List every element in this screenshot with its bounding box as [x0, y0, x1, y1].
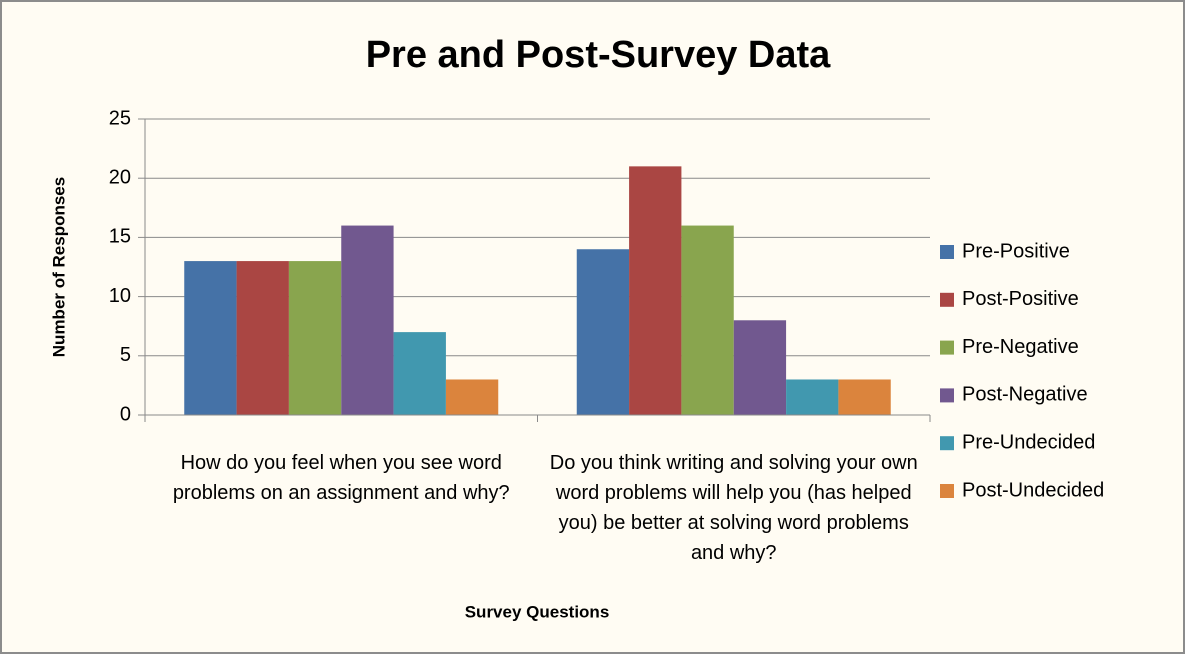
legend-swatch — [940, 245, 954, 259]
legend-swatch — [940, 340, 954, 355]
legend-label: Post-Positive — [962, 288, 1079, 310]
y-tick-label: 10 — [109, 285, 131, 307]
legend-label: Pre-Positive — [962, 240, 1070, 262]
legend-swatch — [940, 388, 954, 403]
bar — [236, 261, 289, 415]
legend-label: Post-Undecided — [962, 479, 1104, 501]
legend-label: Pre-Undecided — [962, 431, 1095, 453]
chart-title: Pre and Post-Survey Data — [366, 34, 831, 76]
bar — [288, 261, 342, 415]
y-tick-label: 20 — [109, 166, 131, 188]
bar — [393, 332, 446, 415]
legend-swatch — [940, 484, 954, 498]
legend-label: Post-Negative — [962, 384, 1088, 406]
y-axis-title: Number of Responses — [49, 177, 68, 357]
legend-label: Pre-Negative — [962, 336, 1079, 358]
y-tick-label: 25 — [109, 107, 131, 129]
y-tick-label: 15 — [109, 226, 131, 248]
legend-swatch — [940, 292, 954, 307]
x-tick-label: Do you think writing and solving your ow… — [549, 452, 918, 564]
bar — [445, 379, 499, 415]
x-axis-title: Survey Questions — [465, 602, 610, 621]
bar — [341, 225, 394, 415]
bar — [786, 379, 839, 415]
bar — [629, 166, 682, 415]
bar — [184, 261, 237, 415]
y-tick-label: 0 — [120, 403, 131, 425]
bar — [576, 249, 630, 415]
y-tick-label: 5 — [120, 344, 131, 366]
legend-swatch — [940, 436, 954, 451]
bar — [733, 320, 787, 415]
bar — [681, 225, 734, 415]
x-tick-label: How do you feel when you see word proble… — [172, 452, 510, 504]
bar — [838, 379, 891, 415]
